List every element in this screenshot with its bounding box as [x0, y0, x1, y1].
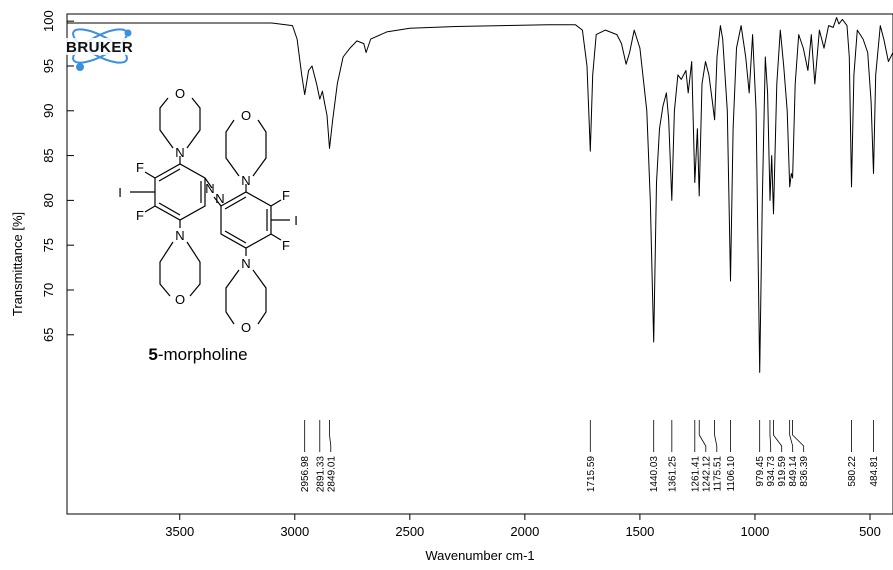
peak-leader-line — [773, 420, 783, 452]
molecule-atom-labels: O N F I F N O O N F I F N O N N — [118, 86, 298, 335]
peak-label: 1261.41 — [690, 456, 701, 493]
x-tick-label: 500 — [859, 524, 881, 539]
y-tick-label: 65 — [41, 328, 56, 342]
peak-label: 2891.33 — [315, 456, 326, 493]
atom-label: O — [175, 292, 185, 307]
peak-leader-line — [789, 420, 794, 452]
atom-label: F — [136, 208, 144, 223]
atom-label: O — [175, 86, 185, 101]
atom-label: I — [294, 213, 298, 228]
y-axis-label: Transmittance [%] — [10, 212, 25, 316]
peak-label: 979.45 — [755, 456, 766, 487]
peak-label: 1440.03 — [649, 456, 660, 493]
peak-label: 2849.01 — [326, 456, 337, 493]
peak-label: 836.39 — [799, 456, 810, 487]
atom-label: N — [175, 228, 184, 243]
y-tick-label: 85 — [41, 148, 56, 162]
x-tick-label: 3000 — [280, 524, 309, 539]
bruker-logo-text: BRUKER — [66, 39, 133, 56]
y-tick-label: 80 — [41, 193, 56, 207]
atom-label: I — [118, 185, 122, 200]
peak-label: 919.59 — [777, 456, 788, 487]
atom-label: O — [241, 108, 251, 123]
atom-label: F — [282, 188, 290, 203]
y-tick-label: 75 — [41, 238, 56, 252]
peak-leader-line — [769, 420, 772, 452]
bruker-logo: BRUKER — [66, 28, 164, 71]
x-tick-label: 1500 — [625, 524, 654, 539]
x-tick-label: 3500 — [165, 524, 194, 539]
peak-label: 1175.51 — [712, 456, 723, 492]
peak-label: 484.81 — [869, 456, 880, 487]
y-tick-label: 100 — [41, 10, 56, 32]
y-tick-label: 95 — [41, 59, 56, 73]
peak-markers: 2956.98 2891.33 2849.01 1715.59 1440.03 1361.… — [300, 420, 880, 492]
peak-label: 1106.10 — [726, 456, 737, 492]
spectrum-series-line — [67, 17, 893, 373]
y-tick-label: 70 — [41, 283, 56, 297]
x-tick-label: 2000 — [510, 524, 539, 539]
y-tick-label: 90 — [41, 104, 56, 118]
molecule-caption: 5-morpholine — [148, 345, 247, 364]
atom-label: N — [241, 173, 250, 188]
atom-label: F — [282, 238, 290, 253]
x-tick-label: 1000 — [740, 524, 769, 539]
atom-label: N — [241, 256, 250, 271]
x-axis-label: Wavenumber cm-1 — [425, 548, 534, 563]
y-axis: 65 70 75 80 85 90 95 100 — [41, 10, 74, 342]
peak-label: 1715.59 — [586, 456, 597, 493]
atom-label: N — [175, 145, 184, 160]
atom-label: N — [205, 181, 214, 196]
peak-label: 2956.98 — [300, 456, 311, 493]
plot-frame — [66, 13, 893, 515]
peak-leader-line — [714, 420, 718, 452]
atom-label: O — [241, 320, 251, 335]
peak-label: 1242.12 — [701, 456, 712, 493]
peak-label: 1361.25 — [667, 456, 678, 493]
molecule-structure — [130, 97, 290, 325]
peak-label: 934.73 — [766, 456, 777, 487]
peak-label: 849.14 — [788, 456, 799, 487]
peak-leader-line — [792, 420, 805, 452]
atom-label: F — [136, 160, 144, 175]
peak-leader-line — [329, 420, 332, 452]
x-axis: 3500 3000 2500 2000 1500 1000 500 — [165, 514, 881, 539]
peak-label: 580.22 — [847, 456, 858, 487]
atom-label: N — [215, 191, 224, 206]
x-tick-label: 2500 — [395, 524, 424, 539]
peak-leader-line — [698, 420, 707, 452]
